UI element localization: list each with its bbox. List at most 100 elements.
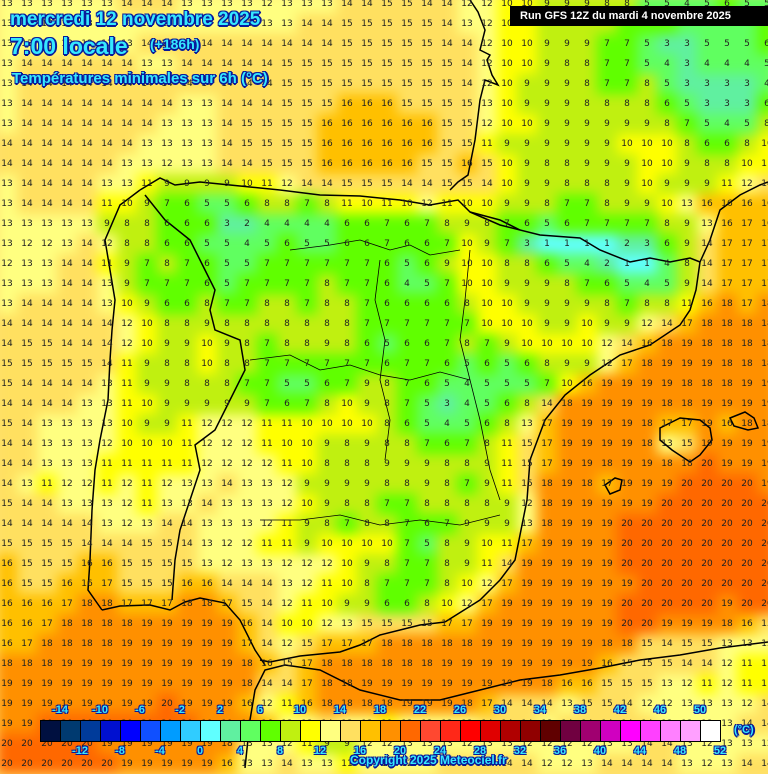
grid-value: 20 [761,499,768,509]
grid-value: 14 [41,319,53,329]
grid-value: 19 [481,639,493,649]
grid-value: 8 [664,219,670,229]
color-cell [177,234,197,254]
color-cell [277,134,297,154]
grid-value: 8 [344,499,350,509]
grid-value: 20 [661,499,673,509]
grid-value: 9 [364,379,370,389]
color-cell [177,134,197,154]
grid-value: 13 [61,499,73,509]
grid-value: 12 [281,639,293,649]
grid-value: 6 [184,299,190,309]
legend-swatch [221,721,241,741]
grid-value: 19 [541,639,553,649]
grid-value: 13 [81,459,93,469]
color-cell [577,214,597,234]
grid-value: 10 [521,319,533,329]
color-cell [117,194,137,214]
grid-value: 19 [761,439,768,449]
color-cell [437,234,457,254]
color-cell [237,54,257,74]
color-cell [697,214,717,234]
color-scale-legend [40,720,721,742]
grid-value: 11 [41,479,53,489]
grid-value: 15 [381,79,393,89]
color-cell [717,54,737,74]
color-cell [377,134,397,154]
grid-value: 12 [101,439,113,449]
grid-value: 13 [521,419,533,429]
color-cell [357,34,377,54]
grid-value: 9 [704,179,710,189]
grid-value: 13 [1,119,13,129]
color-cell [197,234,217,254]
grid-value: 18 [741,359,753,369]
color-cell [157,54,177,74]
grid-value: 15 [461,139,473,149]
color-cell [57,0,77,14]
grid-value: 10 [141,399,153,409]
grid-value: 19 [201,659,213,669]
grid-value: 14 [21,99,33,109]
grid-value: 7 [584,219,590,229]
grid-value: 10 [401,199,413,209]
legend-label-top: -2 [175,704,185,716]
grid-value: 7 [484,339,490,349]
grid-value: 9 [524,299,530,309]
grid-value: 5 [564,259,570,269]
grid-value: 14 [41,159,53,169]
grid-value: 5 [304,239,310,249]
grid-value: 11 [481,559,493,569]
grid-value: 7 [344,279,350,289]
grid-value: 17 [621,359,633,369]
color-cell [17,34,37,54]
grid-value: 7 [364,299,370,309]
grid-value: 19 [621,379,633,389]
grid-value: 19 [641,399,653,409]
grid-value: 16 [341,99,353,109]
grid-value: 8 [164,359,170,369]
legend-swatch [121,721,141,741]
grid-value: 14 [221,139,233,149]
grid-value: 7 [384,319,390,329]
grid-value: 12 [461,599,473,609]
grid-value: 18 [541,499,553,509]
grid-value: 13 [141,159,153,169]
grid-value: 15 [361,59,373,69]
grid-value: 7 [464,439,470,449]
grid-value: 14 [301,19,313,29]
grid-value: 13 [181,99,193,109]
grid-value: 15 [21,359,33,369]
legend-swatch [581,721,601,741]
grid-value: 9 [624,119,630,129]
legend-swatch [201,721,221,741]
grid-value: 7 [284,359,290,369]
color-cell [257,14,277,34]
grid-value: 18 [661,339,673,349]
grid-value: 9 [524,79,530,89]
grid-value: 13 [1,59,13,69]
grid-value: 12 [241,539,253,549]
grid-value: 15 [421,619,433,629]
grid-value: 19 [641,499,653,509]
grid-value: 8 [184,319,190,329]
grid-value: 6 [764,39,768,49]
grid-value: 13 [241,0,253,9]
grid-value: 7 [444,519,450,529]
color-cell [337,114,357,134]
grid-value: 12 [201,459,213,469]
grid-value: 14 [461,39,473,49]
grid-value: 8 [164,259,170,269]
grid-value: 17 [741,279,753,289]
color-cell [677,134,697,154]
grid-value: 13 [1,179,13,189]
color-cell [197,214,217,234]
grid-value: 15 [421,79,433,89]
color-cell [17,134,37,154]
grid-value: 9 [544,319,550,329]
color-cell [297,114,317,134]
color-cell [137,114,157,134]
legend-swatch [661,721,681,741]
grid-value: 13 [1,299,13,309]
grid-value: 7 [304,359,310,369]
